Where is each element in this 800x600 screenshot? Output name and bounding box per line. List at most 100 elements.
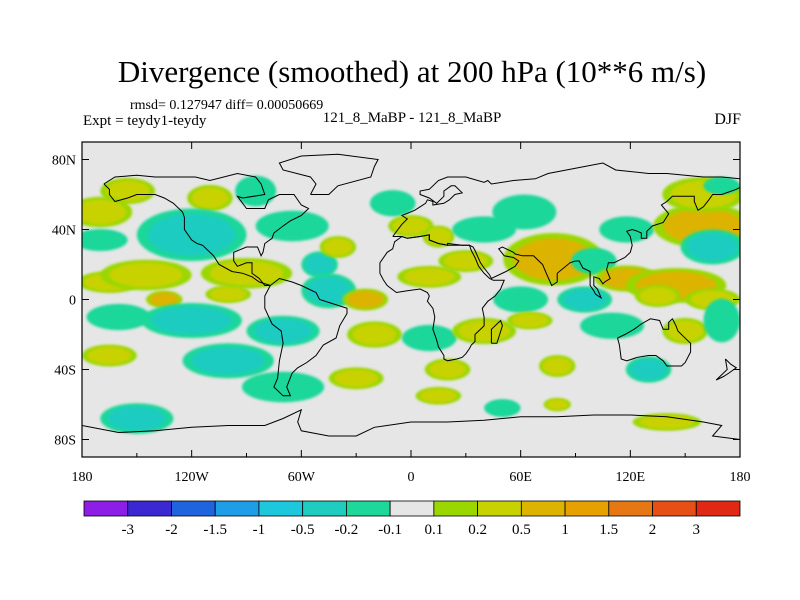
colorbar-swatch <box>652 500 697 517</box>
case-label: 121_8_MaBP - 121_8_MaBP <box>323 110 502 126</box>
anomaly-blob <box>575 250 613 272</box>
anomaly-blob <box>707 303 737 338</box>
colorbar-label: 0.5 <box>512 522 531 538</box>
x-tick-label: 60W <box>288 470 316 485</box>
anomaly-blob <box>304 254 335 275</box>
colorbar-swatch <box>564 500 610 517</box>
x-tick-label: 180 <box>730 470 751 485</box>
anomaly-blob <box>458 219 510 240</box>
anomaly-blob <box>546 399 569 410</box>
colorbar-swatch <box>433 500 479 517</box>
anomaly-blob <box>392 217 430 235</box>
y-tick-label: 0 <box>69 294 76 309</box>
colorbar-label: 0.1 <box>424 522 443 538</box>
colorbar-swatch <box>171 500 216 517</box>
x-tick-label: 120E <box>616 470 646 485</box>
anomaly-blob <box>82 231 123 249</box>
anomaly-blob <box>87 346 132 365</box>
rmsd-label: rmsd= 0.127947 diff= 0.00050669 <box>130 98 323 113</box>
anomaly-blob <box>498 198 550 226</box>
colorbar-swatch <box>695 500 741 517</box>
anomaly-blob <box>334 369 379 387</box>
anomaly-blob <box>458 320 510 342</box>
colorbar-label: -0.2 <box>335 522 359 538</box>
colorbar-label: 1.5 <box>599 522 618 538</box>
anomaly-blob <box>262 213 322 239</box>
anomaly-blob <box>109 262 183 288</box>
chart-title: Divergence (smoothed) at 200 hPa (10**6 … <box>118 54 706 89</box>
anomaly-blob <box>347 290 384 309</box>
anomaly-blob <box>686 233 739 261</box>
colorbar-label: -1.5 <box>203 522 227 538</box>
colorbar-label: 1 <box>561 522 569 538</box>
colorbar-label: -0.1 <box>378 522 402 538</box>
coastline <box>379 234 505 362</box>
colorbar-label: 3 <box>693 522 701 538</box>
colorbar-label: -2 <box>165 522 178 538</box>
coastline <box>490 319 503 344</box>
anomaly-blob <box>630 359 667 380</box>
anomaly-blob <box>586 315 638 337</box>
anomaly-blob <box>191 187 229 209</box>
anomaly-blob <box>306 276 351 305</box>
anomaly-blob <box>604 219 649 240</box>
colorbar-swatch <box>258 500 304 517</box>
coastline <box>82 408 740 457</box>
season-label: DJF <box>714 111 741 128</box>
anomaly-blob <box>191 346 265 375</box>
anomaly-blob <box>239 178 273 204</box>
colorbar-label: 2 <box>649 522 657 538</box>
colorbar-label: -0.5 <box>291 522 315 538</box>
anomaly-blob <box>487 401 518 415</box>
colorbar-swatch <box>127 500 172 517</box>
anomaly-blob <box>151 306 232 335</box>
colorbar-swatch <box>302 500 347 517</box>
anomaly-blob <box>511 313 549 328</box>
anomaly-blob <box>374 192 411 214</box>
colorbar-swatch <box>345 500 391 517</box>
colorbar-swatch <box>214 500 260 517</box>
coastlines <box>82 153 740 457</box>
colorbar: -3 -2 -1.5 -1 -0.5 -0.2 -0.1 0.1 0.2 0.5 1 1.5 2 3 <box>83 500 741 538</box>
anomaly-blob <box>443 252 488 270</box>
anomaly-blob <box>147 213 236 256</box>
colorbar-label: 0.2 <box>468 522 487 538</box>
anomaly-blob <box>542 357 572 375</box>
x-tick-label: 180 <box>72 470 93 485</box>
anomaly-blob <box>92 306 145 328</box>
anomaly-blob <box>323 238 353 256</box>
y-tick-label: 40S <box>54 364 76 379</box>
coastline <box>278 153 379 195</box>
x-tick-label: 60E <box>509 470 532 485</box>
colorbar-swatch <box>608 500 653 517</box>
y-tick-label: 80S <box>54 434 76 449</box>
anomaly-blob <box>403 268 455 286</box>
experiment-label: Expt = teydy1-teydy <box>83 113 207 129</box>
x-tick-label: 120W <box>175 470 210 485</box>
anomaly-blob <box>253 318 313 344</box>
anomaly-blob <box>209 287 247 302</box>
anomaly-blob <box>407 327 452 349</box>
colorbar-label: -1 <box>253 522 266 538</box>
colorbar-swatch <box>389 500 435 517</box>
colorbar-swatch <box>520 500 566 517</box>
anomaly-blob <box>513 238 594 281</box>
coastline <box>392 162 740 300</box>
anomaly-blob <box>498 289 543 310</box>
anomaly-blob <box>420 388 457 403</box>
anomaly-blob <box>105 180 150 202</box>
axes: 180 120W 60W 0 60E 120E 180 80N 40N 0 40S 80S <box>52 142 751 485</box>
x-tick-label: 0 <box>408 470 415 485</box>
colorbar-swatch <box>83 500 129 517</box>
anomaly-blob <box>82 199 126 225</box>
colorbar-label: -3 <box>121 522 134 538</box>
anomaly-blob <box>352 324 397 345</box>
anomaly-blob <box>429 360 466 379</box>
anomaly-blob <box>250 374 316 400</box>
anomaly-blob <box>149 292 179 307</box>
anomaly-blob <box>707 178 737 193</box>
coastline <box>617 317 692 367</box>
y-tick-label: 80N <box>52 154 76 169</box>
colorbar-swatch <box>477 500 522 517</box>
